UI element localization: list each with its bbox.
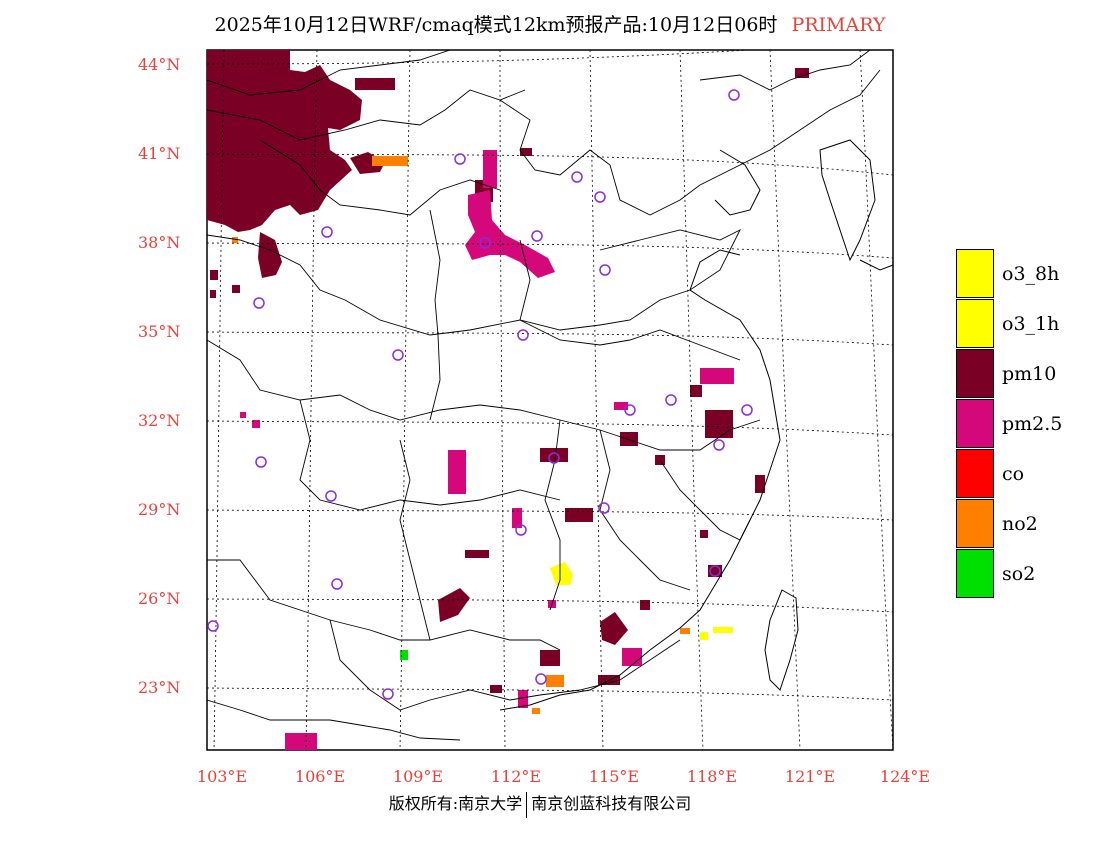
lat-label-26: 26°N	[138, 589, 181, 608]
legend-item-o3-8h: o3_8h	[956, 249, 1096, 299]
no2-fields	[232, 156, 690, 714]
legend-item-pm25: pm2.5	[956, 399, 1096, 449]
legend-item-co: co	[956, 449, 1096, 499]
legend-label: so2	[1002, 563, 1036, 585]
legend-item-so2: so2	[956, 549, 1096, 599]
lon-label-103: 103°E	[196, 767, 248, 786]
legend-item-o3-1h: o3_1h	[956, 299, 1096, 349]
legend-label: no2	[1002, 513, 1038, 535]
legend-label: o3_1h	[1002, 313, 1060, 335]
title-text: 2025年10月12日WRF/cmaq模式12km预报产品:10月12日06时	[214, 14, 778, 36]
pm25-fields	[240, 150, 734, 750]
lat-label-23: 23°N	[138, 678, 181, 697]
footer-divider	[526, 791, 528, 818]
pm10-fujian	[600, 612, 628, 645]
station-markers	[207, 89, 753, 700]
copyright-footer: 版权所有:南京大学 南京创蓝科技有限公司	[0, 790, 1080, 818]
lon-label-109: 109°E	[392, 767, 444, 786]
korea-outline	[819, 139, 876, 262]
legend-item-pm10: pm10	[956, 349, 1096, 399]
lon-label-118: 118°E	[686, 767, 738, 786]
pm25-shanxi	[465, 190, 555, 278]
lat-label-35: 35°N	[138, 322, 181, 341]
lat-label-44: 44°N	[138, 55, 181, 74]
lat-label-38: 38°N	[138, 233, 181, 252]
legend-swatch	[956, 349, 994, 398]
legend-swatch	[956, 399, 994, 448]
legend-swatch	[956, 549, 994, 598]
pm10-north-region	[207, 50, 362, 232]
copyright-right: 南京创蓝科技有限公司	[531, 794, 692, 813]
legend-label: o3_8h	[1002, 263, 1060, 285]
legend-swatch	[956, 299, 994, 348]
legend-label: pm2.5	[1002, 413, 1063, 435]
lon-label-112: 112°E	[490, 767, 542, 786]
pm10-fields	[207, 50, 809, 693]
pm10-gansu	[258, 232, 282, 278]
coastline	[499, 139, 893, 711]
o3-hunan	[550, 562, 573, 585]
legend-label: pm10	[1002, 363, 1057, 385]
legend-swatch	[956, 449, 994, 498]
lon-label-106: 106°E	[294, 767, 346, 786]
lon-label-121: 121°E	[784, 767, 836, 786]
lon-label-124: 124°E	[879, 767, 931, 786]
graticule	[207, 50, 893, 750]
copyright-left: 版权所有:南京大学	[388, 794, 523, 813]
so2-fields	[400, 650, 408, 660]
lat-label-41: 41°N	[138, 144, 181, 163]
pm10-guangxi	[438, 588, 470, 622]
lon-label-115: 115°E	[588, 767, 640, 786]
lat-label-32: 32°N	[138, 411, 181, 430]
legend-swatch	[956, 499, 994, 548]
taiwan-outline	[764, 589, 799, 691]
lat-label-29: 29°N	[138, 500, 181, 519]
title-primary-tag: PRIMARY	[791, 14, 886, 36]
map-title: 2025年10月12日WRF/cmaq模式12km预报产品:10月12日06时 P…	[0, 10, 1100, 37]
legend-item-no2: no2	[956, 499, 1096, 549]
legend-label: co	[1002, 463, 1025, 485]
legend-swatch	[956, 249, 994, 298]
o3-fields	[550, 562, 733, 640]
